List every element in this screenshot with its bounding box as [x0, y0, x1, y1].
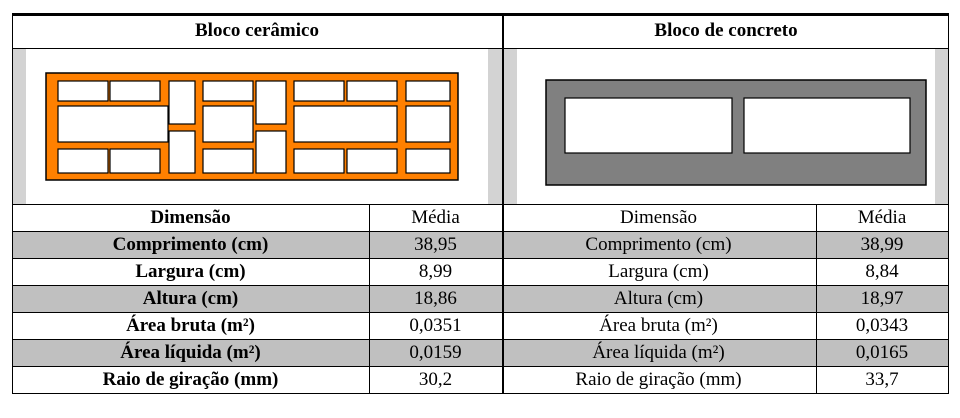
figure-divider	[12, 204, 949, 205]
column-header-row: Dimensão Média Dimensão Média	[12, 204, 949, 231]
row-divider	[12, 312, 949, 313]
row-divider	[12, 285, 949, 286]
table-top-border	[12, 13, 949, 16]
header-ceramic-block: Bloco cerâmico	[195, 20, 319, 41]
right-border	[948, 13, 949, 394]
row-divider	[12, 393, 949, 394]
table-row: Altura (cm) 18,86 Altura (cm) 18,97	[12, 285, 949, 312]
row-label-ceramic: Largura (cm)	[135, 260, 246, 282]
row-divider	[12, 231, 949, 232]
center-divider	[502, 13, 504, 394]
row-label-ceramic: Área líquida (m²)	[12, 339, 369, 366]
row-divider	[12, 366, 949, 367]
table-row: Largura (cm) 8,99 Largura (cm) 8,84	[12, 258, 949, 285]
row-label-concrete: Altura (cm)	[502, 285, 815, 312]
table-row: Comprimento (cm) 38,95 Comprimento (cm) …	[12, 231, 949, 258]
table-row: Área bruta (m²) 0,0351 Área bruta (m²) 0…	[12, 312, 949, 339]
ceramic-block-figure	[12, 48, 502, 204]
row-label-ceramic: Comprimento (cm)	[12, 231, 369, 258]
row-value-ceramic: 8,99	[418, 260, 453, 282]
row-value-ceramic: 30,2	[418, 368, 453, 390]
row-label-concrete: Raio de giração (mm)	[575, 368, 742, 390]
concrete-block-drawing	[545, 79, 927, 186]
row-value-ceramic: 18,86	[369, 285, 502, 312]
row-value-concrete: 0,0343	[855, 314, 909, 336]
row-label-concrete: Área bruta (m²)	[599, 314, 718, 336]
row-label-ceramic: Raio de giração (mm)	[102, 368, 279, 390]
col-dimension-concrete: Dimensão	[619, 206, 698, 228]
header-divider	[12, 48, 949, 49]
row-label-ceramic: Altura (cm)	[12, 285, 369, 312]
row-value-concrete: 18,97	[815, 285, 949, 312]
left-border	[12, 13, 13, 394]
concrete-block-figure	[503, 48, 949, 204]
col-mean-concrete: Média	[857, 206, 907, 228]
row-value-concrete: 8,84	[865, 260, 899, 282]
column-divider-right	[816, 204, 817, 394]
table-row: Área líquida (m²) 0,0159 Área líquida (m…	[12, 339, 949, 366]
row-value-concrete: 0,0165	[815, 339, 949, 366]
table-row: Raio de giração (mm) 30,2 Raio de giraçã…	[12, 366, 949, 393]
row-value-ceramic: 0,0159	[369, 339, 502, 366]
row-label-ceramic: Área bruta (m²)	[126, 314, 255, 336]
col-mean-ceramic: Média	[411, 206, 460, 228]
row-divider	[12, 258, 949, 259]
column-divider-left	[369, 204, 370, 394]
row-divider	[12, 339, 949, 340]
row-label-concrete: Área líquida (m²)	[502, 339, 815, 366]
row-value-concrete: 38,99	[815, 231, 949, 258]
row-label-concrete: Comprimento (cm)	[502, 231, 815, 258]
ceramic-block-drawing	[45, 72, 459, 181]
row-label-concrete: Largura (cm)	[608, 260, 709, 282]
col-dimension-ceramic: Dimensão	[150, 206, 231, 228]
row-value-ceramic: 0,0351	[409, 314, 462, 336]
header-concrete-block: Bloco de concreto	[654, 20, 798, 41]
row-value-ceramic: 38,95	[369, 231, 502, 258]
row-value-concrete: 33,7	[865, 368, 899, 390]
